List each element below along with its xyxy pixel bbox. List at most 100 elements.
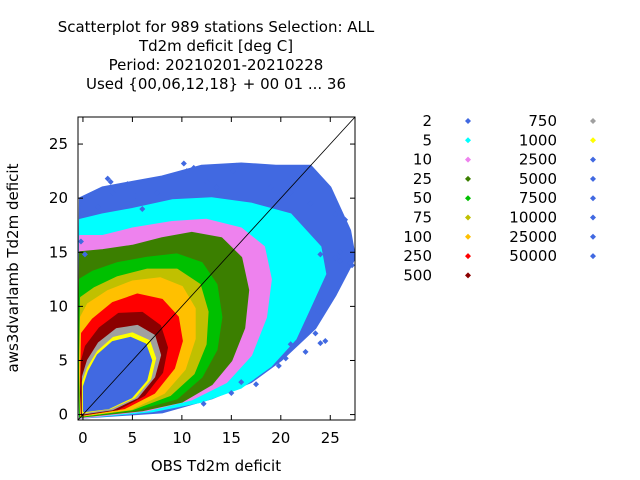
y-tick-label: 0: [58, 406, 68, 424]
legend-label: 2: [422, 112, 432, 130]
y-tick-label: 10: [49, 297, 68, 315]
outlier-point: [337, 249, 344, 256]
legend-label: 50000: [509, 247, 557, 265]
legend-marker: [465, 175, 471, 182]
outlier-point: [139, 205, 146, 212]
outlier-point: [282, 355, 289, 362]
legend-marker: [465, 253, 471, 260]
legend-label: 50: [413, 189, 432, 207]
outlier-point: [267, 184, 274, 191]
outlier-point: [342, 216, 349, 223]
axes: 0 5 10 15 20 25 0 5 10 15 20 25: [49, 116, 356, 447]
outlier-point: [322, 338, 329, 345]
title-line-3: Period: 20210201-20210228: [109, 56, 324, 74]
density-band-2500: [82, 336, 153, 413]
legend-label: 500: [403, 266, 432, 284]
outlier-point: [167, 183, 174, 190]
outlier-point: [109, 189, 116, 196]
plot-frame: [77, 116, 356, 421]
outlier-point: [154, 189, 161, 196]
title-line-1: Scatterplot for 989 stations Selection: …: [58, 18, 375, 36]
legend-entry: 10000: [509, 209, 596, 227]
outlier-point: [319, 297, 326, 304]
legend-marker: [590, 214, 596, 221]
legend-entry: 5: [422, 131, 471, 149]
outlier-point: [287, 189, 294, 196]
legend-marker: [590, 118, 596, 124]
legend-label: 10: [413, 151, 432, 169]
legend-marker: [590, 233, 596, 240]
y-tick-label: 20: [49, 189, 68, 207]
legend-marker: [465, 214, 471, 221]
legend-marker: [590, 137, 596, 144]
legend-marker: [590, 156, 596, 163]
outlier-point: [94, 203, 101, 210]
legend-label: 10000: [509, 209, 557, 227]
legend-entry: 25000: [509, 228, 596, 246]
x-tick-label: 5: [128, 429, 138, 447]
legend-entry: 5000: [519, 170, 596, 188]
outlier-point: [183, 168, 190, 175]
legend-entry: 750: [528, 112, 596, 130]
outlier-point: [317, 251, 324, 258]
outlier-point: [81, 251, 88, 258]
outlier-point: [238, 379, 245, 386]
legend-entry: 2500: [519, 151, 596, 169]
outlier-point: [190, 164, 197, 171]
legend-entry: 250: [403, 247, 471, 265]
outlier-point: [349, 262, 355, 269]
diagonal-line: [78, 117, 355, 420]
outlier-point: [203, 178, 210, 185]
outlier-point: [132, 192, 139, 199]
outlier-point: [79, 211, 86, 218]
outlier-point: [287, 341, 294, 348]
y-tick-label: 15: [49, 243, 68, 261]
x-tick-label: 15: [222, 429, 241, 447]
legend-label: 2500: [519, 151, 557, 169]
legend-entry: 2: [422, 112, 471, 130]
outlier-point: [200, 400, 207, 407]
legend-entry: 50000: [509, 247, 596, 265]
x-tick-label: 10: [172, 429, 191, 447]
outlier-point: [104, 175, 111, 182]
legend-entry: 10: [413, 151, 471, 169]
legend-marker: [465, 233, 471, 240]
outlier-point: [312, 330, 319, 337]
outlier-point: [337, 257, 344, 264]
outlier-point: [180, 160, 187, 167]
legend-entry: 50: [413, 189, 471, 207]
outlier-point: [315, 308, 322, 315]
x-axis-label: OBS Td2m deficit: [151, 457, 281, 475]
y-tick-label: 25: [49, 135, 68, 153]
legend-marker: [465, 137, 471, 144]
legend-label: 100: [403, 228, 432, 246]
y-axis-label: aws3dvarlamb Td2m deficit: [4, 163, 22, 372]
outlier-point: [248, 175, 255, 182]
legend-marker: [465, 118, 471, 124]
legend-marker: [590, 195, 596, 202]
legend-label: 1000: [519, 131, 557, 149]
legend-entry: 100: [403, 228, 471, 246]
outlier-point: [317, 340, 324, 347]
legend-marker: [465, 272, 471, 279]
legend-label: 5000: [519, 170, 557, 188]
outlier-point: [78, 238, 84, 245]
x-tick-label: 0: [78, 429, 88, 447]
chart-title: Scatterplot for 989 stations Selection: …: [58, 18, 375, 93]
legend-label: 25000: [509, 228, 557, 246]
plot-area: [78, 117, 355, 420]
legend-entry: 7500: [519, 189, 596, 207]
outlier-point: [230, 168, 237, 175]
legend-marker: [590, 253, 596, 260]
outlier-point: [332, 211, 339, 218]
x-tick-label: 20: [271, 429, 290, 447]
x-tick-label: 25: [321, 429, 340, 447]
outlier-point: [275, 362, 282, 369]
legend-entry: 75: [413, 209, 471, 227]
outlier-point: [124, 181, 131, 188]
legend-label: 25: [413, 170, 432, 188]
legend-label: 75: [413, 209, 432, 227]
legend: 2510255075100250500750100025005000750010…: [403, 112, 596, 284]
legend-entry: 500: [403, 266, 471, 284]
